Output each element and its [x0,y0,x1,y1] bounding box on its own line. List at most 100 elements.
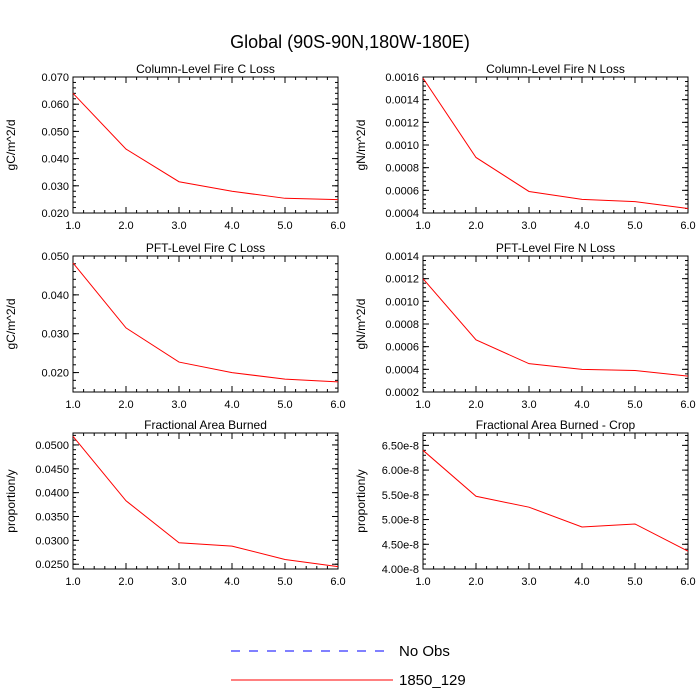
y-tick-label: 0.0500 [35,440,69,452]
series-line [422,449,689,552]
y-tick-label: 0.020 [41,368,69,380]
y-tick-label: 0.0012 [385,117,419,129]
panel-title: PFT-Level Fire N Loss [496,241,615,255]
x-tick-label: 6.0 [330,399,345,411]
y-tick-label: 0.050 [41,126,69,138]
y-tick-label: 0.0350 [35,512,69,524]
plot-frame [72,432,339,570]
y-axis-label: proportion/y [4,469,18,532]
x-tick-label: 4.0 [574,399,589,411]
x-tick-label: 6.0 [330,576,345,588]
y-tick-label: 0.060 [41,99,69,111]
x-tick-label: 2.0 [468,220,483,232]
y-tick-label: 0.0010 [385,296,419,308]
panel-title: Fractional Area Burned - Crop [476,418,636,432]
y-tick-label: 0.0008 [385,319,419,331]
legend-label: 1850_129 [399,672,466,689]
x-tick-label: 3.0 [521,576,536,588]
y-tick-label: 5.00e-8 [382,515,419,527]
y-tick-label: 0.0014 [385,251,419,263]
plot-frame [422,76,689,214]
legend-label: No Obs [399,643,450,660]
y-tick-label: 0.0300 [35,535,69,547]
plot-frame [422,432,689,570]
y-tick-label: 0.030 [41,329,69,341]
panel-title: Column-Level Fire C Loss [136,62,275,76]
y-tick-label: 0.0002 [385,387,419,399]
y-tick-label: 0.0016 [385,72,419,84]
plot-frame [72,255,339,393]
x-tick-label: 1.0 [415,220,430,232]
y-axis-label: gN/m^2/d [354,120,368,171]
y-tick-label: 0.0250 [35,559,69,571]
y-tick-label: 0.0006 [385,185,419,197]
x-tick-label: 3.0 [171,576,186,588]
chart-panel: Fractional Area Burned proportion/y 1.0 2.0… [4,418,346,588]
x-tick-label: 3.0 [521,399,536,411]
legend: No Obs 1850_129 [231,643,466,689]
y-tick-label: 0.0014 [385,95,419,107]
x-tick-label: 3.0 [521,220,536,232]
y-tick-label: 0.0400 [35,488,69,500]
y-tick-label: 0.050 [41,251,69,263]
x-tick-label: 5.0 [627,220,642,232]
series-line [72,262,339,383]
x-tick-label: 6.0 [330,220,345,232]
panel-title: Fractional Area Burned [144,418,267,432]
y-tick-label: 0.0012 [385,274,419,286]
x-tick-label: 5.0 [277,576,292,588]
y-tick-label: 0.0006 [385,342,419,354]
x-tick-label: 5.0 [627,399,642,411]
x-tick-label: 2.0 [118,576,133,588]
y-tick-label: 0.070 [41,72,69,84]
x-tick-label: 4.0 [574,220,589,232]
figure-title: Global (90S-90N,180W-180E) [230,32,470,52]
series-line [72,436,339,568]
panel-title: Column-Level Fire N Loss [486,62,625,76]
y-tick-label: 0.040 [41,290,69,302]
y-tick-label: 0.020 [41,208,69,220]
y-tick-label: 0.0004 [385,208,419,220]
x-tick-label: 6.0 [680,576,695,588]
y-tick-label: 6.00e-8 [382,465,419,477]
series-line [422,278,689,377]
y-tick-label: 5.50e-8 [382,490,419,502]
x-tick-label: 2.0 [118,220,133,232]
y-tick-label: 0.030 [41,181,69,193]
y-tick-label: 4.00e-8 [382,564,419,576]
x-tick-label: 1.0 [415,576,430,588]
y-tick-label: 6.50e-8 [382,440,419,452]
x-tick-label: 1.0 [65,399,80,411]
y-axis-label: gC/m^2/d [4,120,18,171]
series-line [422,77,689,209]
x-tick-label: 4.0 [224,576,239,588]
chart-panel: PFT-Level Fire C Loss gC/m^2/d 1.0 2.0 3.0 4.… [4,241,346,411]
plot-frame [72,76,339,214]
x-tick-label: 5.0 [277,220,292,232]
x-tick-label: 6.0 [680,220,695,232]
series-line [72,92,339,201]
x-tick-label: 3.0 [171,220,186,232]
x-tick-label: 2.0 [468,399,483,411]
x-tick-label: 6.0 [680,399,695,411]
x-tick-label: 4.0 [574,576,589,588]
y-axis-label: gC/m^2/d [4,299,18,350]
chart-panel: Column-Level Fire C Loss gC/m^2/d 1.0 2.0 3.… [4,62,346,232]
chart-panel: PFT-Level Fire N Loss gN/m^2/d 1.0 2.0 3.0 4.… [354,241,696,411]
y-tick-label: 0.0004 [385,364,419,376]
x-tick-label: 1.0 [65,220,80,232]
x-tick-label: 1.0 [415,399,430,411]
panel-grid: Column-Level Fire C Loss gC/m^2/d 1.0 2.0 3.… [4,62,696,588]
x-tick-label: 2.0 [118,399,133,411]
x-tick-label: 5.0 [277,399,292,411]
x-tick-label: 3.0 [171,399,186,411]
y-tick-label: 0.0010 [385,140,419,152]
x-tick-label: 5.0 [627,576,642,588]
x-tick-label: 2.0 [468,576,483,588]
chart-panel: Column-Level Fire N Loss gN/m^2/d 1.0 2.0 3.… [354,62,696,232]
y-tick-label: 0.0008 [385,163,419,175]
y-axis-label: proportion/y [354,469,368,532]
y-tick-label: 0.0450 [35,464,69,476]
y-tick-label: 4.50e-8 [382,539,419,551]
